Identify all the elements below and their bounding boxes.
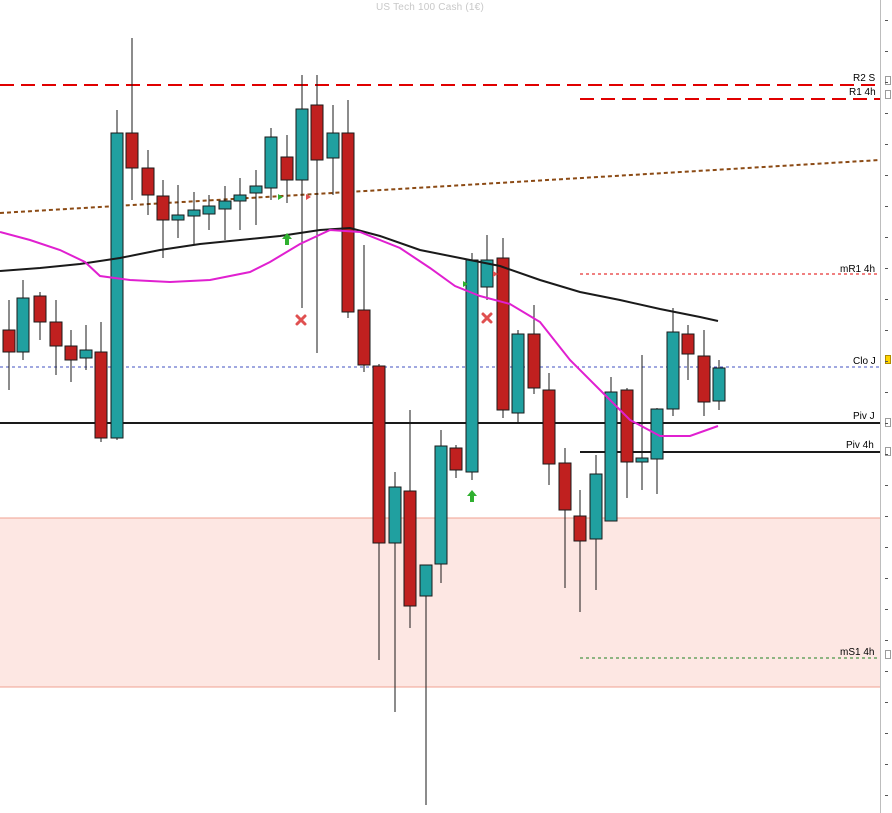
candle-body: [712, 367, 726, 402]
price-axis-border: [880, 0, 881, 813]
candle-body: [697, 355, 711, 403]
small-marker-icon: [493, 271, 498, 277]
axis-marker-ms1: [885, 650, 891, 659]
axis-tick: [885, 764, 888, 765]
candle-body: [449, 447, 463, 471]
axis-tick: [885, 237, 888, 238]
candle-body: [94, 351, 108, 439]
candle-body: [125, 132, 139, 169]
candle-body: [264, 136, 278, 189]
candle-body: [16, 297, 30, 353]
axis-tick: [885, 609, 888, 610]
candle-body: [527, 333, 541, 389]
candle-body: [419, 564, 433, 597]
candle-body: [171, 214, 185, 221]
candle-body: [33, 295, 47, 323]
axis-marker-r2: [885, 76, 891, 85]
small-marker-icon: [463, 281, 468, 287]
axis-tick: [885, 330, 888, 331]
axis-tick: [885, 20, 888, 21]
candle-body: [2, 329, 16, 353]
axis-tick: [885, 671, 888, 672]
axis-marker-current-price: [885, 355, 891, 364]
axis-tick: [885, 206, 888, 207]
candle-body: [280, 156, 294, 181]
level-label-piv-4h: Piv 4h: [846, 440, 874, 451]
axis-tick: [885, 361, 888, 362]
candle-body: [558, 462, 572, 511]
candle-body: [202, 205, 216, 215]
candle-body: [49, 321, 63, 347]
level-label-r2-s: R2 S: [853, 73, 876, 84]
candle-body: [496, 257, 510, 411]
axis-marker-piv-j: [885, 418, 891, 427]
candle-body: [635, 457, 649, 463]
candle-body: [141, 167, 155, 196]
axis-tick: [885, 516, 888, 517]
candle-body: [403, 490, 417, 607]
candle-body: [64, 345, 78, 361]
candle-body: [681, 333, 695, 355]
cross-icon: [295, 314, 307, 326]
level-label-clo-j: Clo J: [853, 356, 876, 367]
candle-body: [573, 515, 587, 542]
candle-body: [620, 389, 634, 463]
axis-tick: [885, 113, 888, 114]
level-label-ms1-4h: mS1 4h: [840, 647, 875, 658]
candle-body: [542, 389, 556, 465]
candle-body: [295, 108, 309, 181]
candle-body: [589, 473, 603, 540]
axis-tick: [885, 144, 888, 145]
candle-body: [310, 104, 324, 161]
candle-body: [326, 132, 340, 159]
axis-marker-piv-4h: [885, 447, 891, 456]
axis-tick: [885, 175, 888, 176]
price-axis[interactable]: [881, 0, 892, 813]
axis-tick: [885, 547, 888, 548]
axis-tick: [885, 268, 888, 269]
axis-tick: [885, 392, 888, 393]
candle-body: [666, 331, 680, 410]
level-label-r1-4h: R1 4h: [849, 87, 876, 98]
candle-body: [604, 391, 618, 522]
axis-marker-r1: [885, 90, 891, 99]
small-marker-icon: [278, 194, 283, 200]
candle-body: [388, 486, 402, 544]
candle-body: [249, 185, 263, 194]
candle-body: [372, 365, 386, 544]
candle-body: [156, 195, 170, 221]
axis-tick: [885, 485, 888, 486]
axis-tick: [885, 82, 888, 83]
level-label-piv-j: Piv J: [853, 411, 875, 422]
moving-average-slow: [0, 226, 719, 322]
small-marker-icon: [306, 194, 311, 200]
candle-body: [218, 200, 232, 210]
chart-title: US Tech 100 Cash (1€): [376, 2, 484, 13]
candle-body: [357, 309, 371, 366]
axis-tick: [885, 702, 888, 703]
up-arrow-icon: [282, 233, 292, 245]
axis-tick: [885, 51, 888, 52]
moving-average-fast: [0, 228, 719, 437]
candle-body: [511, 333, 525, 414]
up-arrow-icon: [467, 490, 477, 502]
axis-tick: [885, 423, 888, 424]
cross-icon: [481, 312, 493, 324]
candle-body: [79, 349, 93, 359]
level-label-mr1-4h: mR1 4h: [840, 264, 876, 275]
candle-body: [233, 194, 247, 202]
candle-body: [434, 445, 448, 565]
candle-body: [110, 132, 124, 439]
candle-body: [187, 209, 201, 217]
axis-tick: [885, 640, 888, 641]
axis-tick: [885, 454, 888, 455]
axis-tick: [885, 578, 888, 579]
axis-tick: [885, 795, 888, 796]
candle-body: [341, 132, 355, 313]
axis-tick: [885, 299, 888, 300]
axis-tick: [885, 733, 888, 734]
